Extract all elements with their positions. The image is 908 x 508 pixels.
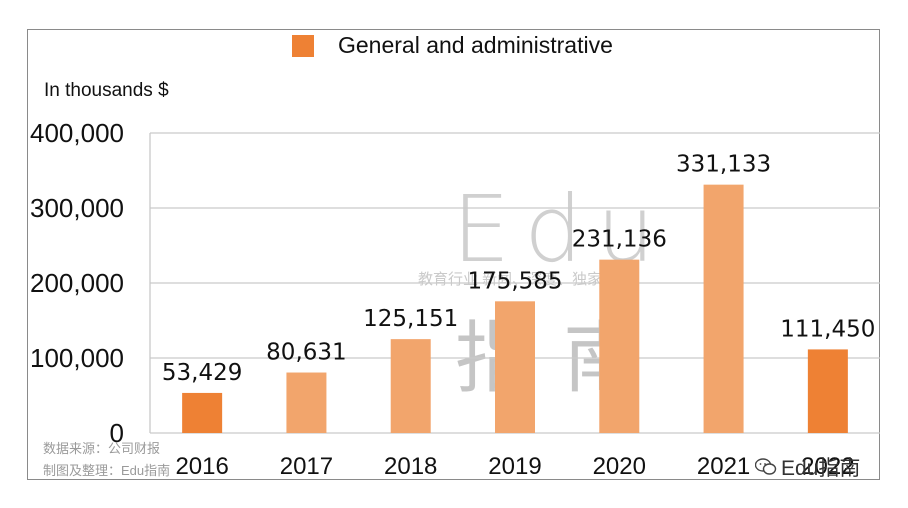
legend-label: General and administrative — [338, 32, 613, 58]
source-note: 数据来源：公司财报 — [43, 441, 161, 456]
y-tick-label: 100,000 — [30, 343, 124, 373]
x-tick-label: 2021 — [697, 453, 750, 480]
y-tick-label: 300,000 — [30, 193, 124, 223]
data-label: 111,450 — [780, 316, 875, 342]
bar-2018 — [390, 339, 431, 433]
x-tick-label: 2016 — [175, 453, 228, 480]
data-label: 231,136 — [572, 227, 667, 253]
x-tick-label: 2022 — [801, 453, 854, 480]
wechat-label: Edu指南 — [781, 457, 861, 480]
x-tick-label: 2018 — [384, 453, 437, 480]
bar-2021 — [703, 184, 744, 433]
y-tick-label: 200,000 — [30, 268, 124, 298]
data-label: 80,631 — [266, 340, 346, 366]
wechat-badge: Edu指南 — [755, 452, 860, 482]
credit-note: 制图及整理：Edu指南 — [43, 463, 171, 478]
bar-2020 — [599, 259, 640, 433]
bar-2022 — [807, 349, 848, 433]
x-tick-label: 2017 — [280, 453, 333, 480]
data-label: 175,585 — [467, 268, 562, 294]
bar-2016 — [182, 392, 223, 433]
y-axis-units-label: In thousands $ — [44, 80, 169, 101]
data-label: 125,151 — [363, 306, 458, 332]
x-tick-label: 2019 — [488, 453, 541, 480]
legend: General and administrative — [292, 32, 613, 59]
y-tick-label: 0 — [110, 418, 124, 448]
data-label: 53,429 — [162, 360, 242, 386]
legend-swatch — [292, 34, 314, 57]
x-tick-label: 2020 — [593, 453, 646, 480]
data-label: 331,133 — [676, 152, 771, 178]
watermark-tagline: 教育行业 新闻、深度、独家 — [418, 271, 603, 288]
bar-2017 — [286, 372, 327, 433]
bar-2019 — [495, 301, 535, 433]
wechat-icon — [755, 458, 777, 475]
y-tick-label: 400,000 — [30, 118, 124, 148]
